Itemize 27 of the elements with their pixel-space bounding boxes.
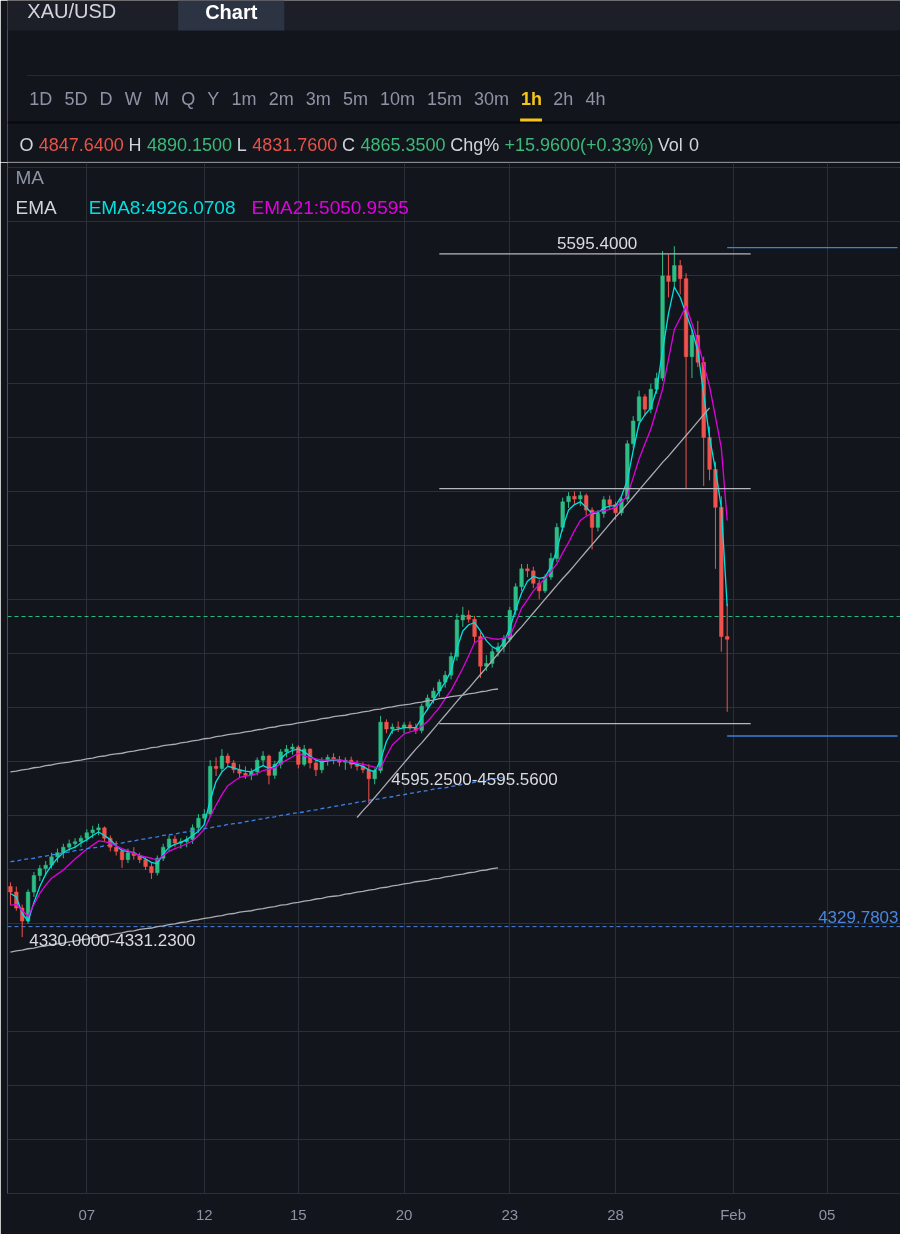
x-tick-label: 28 (607, 1205, 624, 1223)
x-tick-label: 15 (289, 1205, 307, 1223)
x-tick-label: 23 (501, 1205, 519, 1223)
text: EMA8:4926.0708 (88, 197, 236, 218)
candlestick (119, 848, 125, 869)
text: 1D 5D D W M Q Y 1m 2m 3m 5m 10m 15m 30m 1h 2h 4h (29, 88, 606, 109)
text: Chart (205, 0, 258, 23)
chart-title: XAU/USD (27, 0, 117, 22)
x-tick-label: 12 (195, 1205, 213, 1223)
candlestick (213, 756, 219, 777)
candlestick (689, 329, 695, 379)
text: O 4847.6400 H 4890.1500 L 4831.7600 C 4865.3500 Chg% +15.9600(+0.33%) Vol 0 (19, 134, 700, 155)
text: MA (15, 167, 45, 188)
candlestick (589, 506, 595, 550)
annotation: 4329.7803 (818, 907, 899, 927)
text: EMA (15, 197, 57, 218)
annotation: 5595.4000 (556, 234, 638, 254)
x-tick-label: Feb (720, 1205, 746, 1223)
x-tick-label: 20 (395, 1205, 413, 1223)
x-tick-label: 05 (818, 1205, 836, 1223)
text: EMA21:5050.9595 (251, 197, 409, 218)
x-tick-label: 07 (78, 1205, 96, 1223)
candlestick (642, 393, 648, 417)
candlestick (366, 763, 371, 804)
candlestick (219, 748, 225, 773)
candlestick (666, 253, 671, 298)
candlestick (672, 245, 677, 288)
